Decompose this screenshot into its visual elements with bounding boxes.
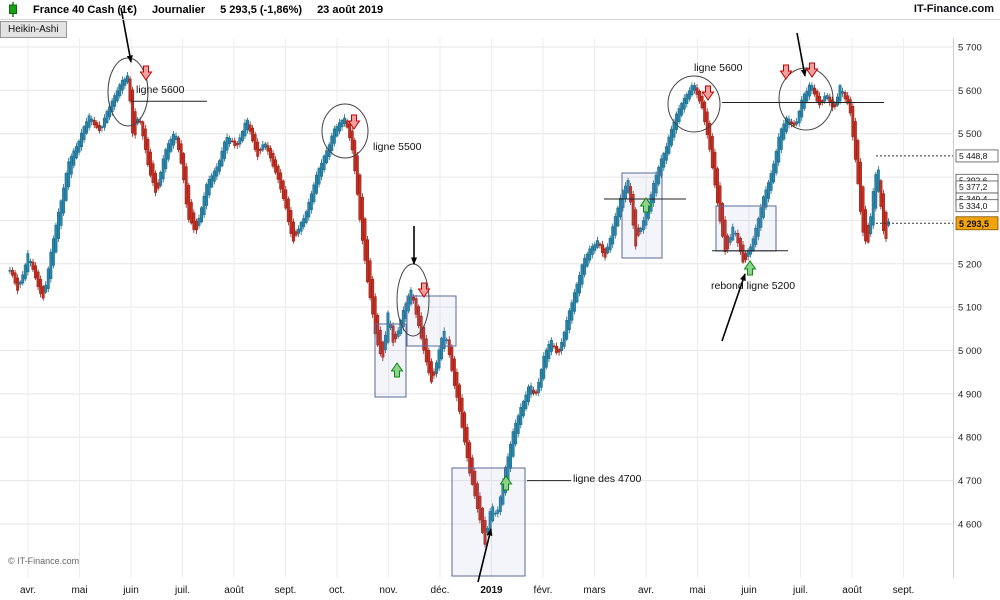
- chart-header: France 40 Cash (1€) Journalier 5 293,5 (…: [0, 0, 1000, 20]
- svg-text:avr.: avr.: [638, 585, 654, 596]
- drawn-arrow: [120, 7, 133, 63]
- highlight-zone-rect: [406, 295, 457, 347]
- highlight-ellipse: [321, 103, 369, 159]
- svg-text:juin: juin: [122, 585, 139, 596]
- svg-text:déc.: déc.: [431, 585, 450, 596]
- svg-text:avr.: avr.: [20, 585, 36, 596]
- svg-text:mai: mai: [689, 585, 705, 596]
- drawn-arrow: [477, 528, 493, 583]
- svg-text:mai: mai: [71, 585, 87, 596]
- svg-text:4 800: 4 800: [958, 433, 982, 444]
- svg-text:5 392,6: 5 392,6: [959, 175, 988, 185]
- x-axis-month-labels: avr. mai juin juil. août sept. oct. nov. déc. 201…: [20, 585, 914, 596]
- timeframe-label[interactable]: Journalier: [151, 3, 206, 16]
- annotation-label: ligne des 4700: [573, 473, 641, 485]
- svg-text:sept.: sept.: [893, 585, 915, 596]
- highlight-ellipse: [667, 75, 721, 133]
- sell-signal-down-arrow-icon: [779, 64, 793, 80]
- svg-text:sept.: sept.: [275, 585, 297, 596]
- svg-text:août: août: [224, 585, 244, 596]
- buy-signal-up-arrow-icon: [743, 260, 757, 276]
- svg-text:4 700: 4 700: [958, 476, 982, 487]
- svg-text:juil.: juil.: [792, 585, 808, 596]
- chart-annotations[interactable]: ligne 5600 ligne 5500 ligne des 4700 ligne …: [107, 7, 953, 583]
- svg-text:juil.: juil.: [174, 585, 190, 596]
- svg-text:5 500: 5 500: [958, 129, 982, 140]
- annotation-label: ligne 5600: [136, 84, 185, 96]
- svg-text:févr.: févr.: [534, 585, 553, 596]
- instrument-name[interactable]: France 40 Cash (1€): [33, 3, 137, 16]
- drawn-arrow: [721, 273, 746, 342]
- svg-text:nov.: nov.: [379, 585, 397, 596]
- svg-text:5 100: 5 100: [958, 303, 982, 314]
- annotation-label: rebond ligne 5200: [711, 280, 795, 292]
- sell-signal-down-arrow-icon: [139, 65, 153, 81]
- sell-signal-down-arrow-icon: [701, 85, 715, 101]
- buy-signal-up-arrow-icon: [499, 475, 513, 491]
- highlight-ellipse: [778, 67, 834, 131]
- copyright-label: © IT-Finance.com: [8, 556, 80, 566]
- highlight-zone-rect: [451, 467, 526, 577]
- buy-signal-up-arrow-icon: [390, 362, 404, 378]
- svg-text:2019: 2019: [480, 585, 503, 596]
- quote-date: 23 août 2019: [317, 3, 384, 16]
- sell-signal-down-arrow-icon: [347, 114, 361, 130]
- annotation-label: ligne 5500: [373, 141, 422, 153]
- svg-text:4 900: 4 900: [958, 389, 982, 400]
- svg-text:5 349,4: 5 349,4: [959, 194, 988, 204]
- svg-text:5 600: 5 600: [958, 86, 982, 97]
- instrument-candle-icon: [8, 2, 18, 17]
- y-axis-price-labels: 5 700 5 600 5 500 5 200 5 100 5 000 4 900 4 800…: [955, 43, 999, 530]
- highlight-zone-rect: [374, 323, 407, 398]
- svg-text:mars: mars: [583, 585, 605, 596]
- svg-text:5 293,5: 5 293,5: [959, 219, 989, 229]
- chart-gridlines: [0, 38, 954, 578]
- drawn-arrow: [796, 32, 807, 77]
- sell-signal-down-arrow-icon: [417, 282, 431, 298]
- highlight-zone-rect: [621, 172, 663, 259]
- last-quote-and-change: 5 293,5 (-1,86%): [220, 3, 303, 16]
- candlestick-series: [8, 71, 891, 548]
- tab-heikin-ashi[interactable]: Heikin-Ashi: [0, 21, 67, 38]
- highlight-zone-rect: [715, 205, 777, 252]
- svg-text:5 700: 5 700: [958, 43, 982, 54]
- svg-text:5 377,2: 5 377,2: [959, 182, 988, 192]
- svg-text:5 000: 5 000: [958, 346, 982, 357]
- svg-text:4 600: 4 600: [958, 519, 982, 530]
- svg-text:5 200: 5 200: [958, 259, 982, 270]
- svg-text:5 334,0: 5 334,0: [959, 201, 988, 211]
- svg-text:juin: juin: [740, 585, 757, 596]
- buy-signal-up-arrow-icon: [639, 197, 653, 213]
- brand-link[interactable]: IT-Finance.com: [913, 3, 994, 15]
- svg-text:oct.: oct.: [329, 585, 345, 596]
- svg-text:août: août: [842, 585, 862, 596]
- annotation-label: ligne 5600: [694, 62, 743, 74]
- sell-signal-down-arrow-icon: [805, 62, 819, 78]
- svg-text:5 448,8: 5 448,8: [959, 151, 988, 161]
